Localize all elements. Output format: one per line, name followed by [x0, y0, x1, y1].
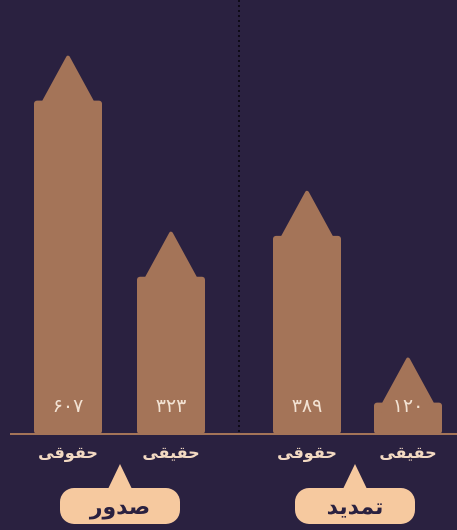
group-callout-pointer: [343, 464, 367, 489]
bar-arrow-0-1: [139, 231, 203, 291]
bar-0-1: [137, 276, 205, 434]
group-callout-box: [295, 488, 415, 524]
bar-value-label: ۳۲۳: [156, 395, 187, 417]
bar-arrow-0-0: [36, 55, 100, 115]
group-callout-pointer: [108, 464, 132, 489]
category-label: حقوقی: [38, 443, 98, 462]
bar-1-0: [273, 235, 341, 434]
bar-value-label: ۶۰۷: [53, 395, 84, 417]
category-label: حقوقی: [277, 443, 337, 462]
group-label: صدور: [89, 495, 150, 520]
category-label: حقیقی: [379, 443, 436, 462]
category-label: حقیقی: [142, 443, 199, 462]
labels-layer: ۶۰۷ حقوقی ۳۲۳ حقیقی صدور ۳۸۹ حقوقی ۱۲۰ حقیقی تمدی…: [38, 395, 437, 524]
bar-value-label: ۳۸۹: [292, 395, 323, 417]
bar-arrow-1-0: [275, 190, 339, 250]
bar-0-0: [34, 100, 102, 434]
bars-layer: [34, 55, 442, 434]
bar-value-label: ۱۲۰: [393, 395, 424, 417]
bar-arrow-1-1: [376, 357, 440, 417]
group-label: تمدید: [327, 495, 384, 520]
group-callout-box: [60, 488, 180, 524]
